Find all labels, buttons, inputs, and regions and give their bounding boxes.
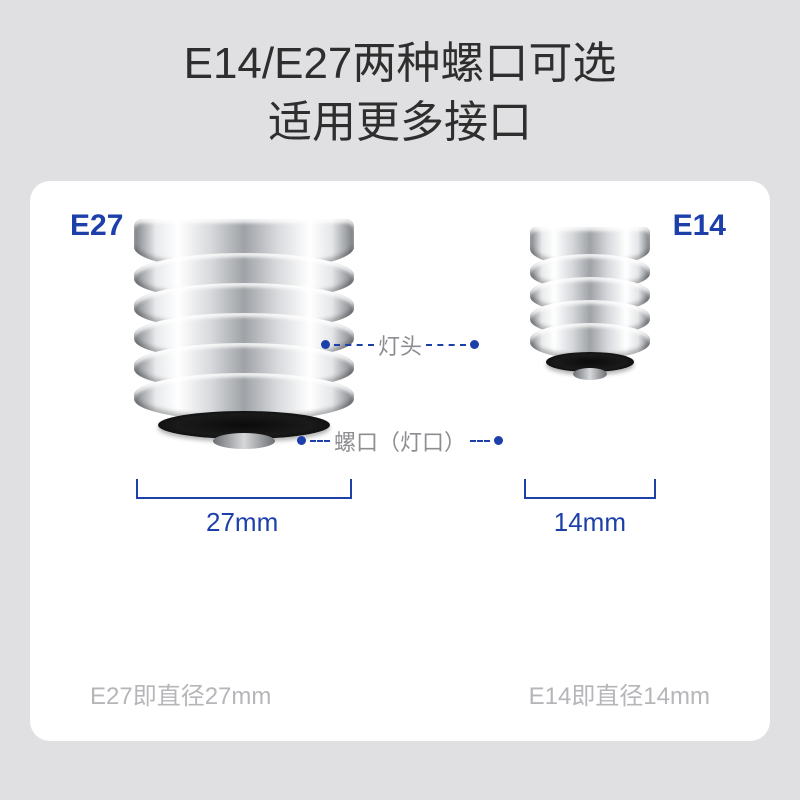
label-e27: E27 <box>70 209 123 243</box>
diagram-stage: 灯头 螺口（灯口） 27mm 14mm <box>64 251 736 531</box>
title-line-1: E14/E27两种螺口可选 <box>0 34 800 93</box>
page-title: E14/E27两种螺口可选 适用更多接口 <box>0 0 800 181</box>
e14-contact <box>573 368 607 380</box>
screw-e14 <box>530 251 650 380</box>
note-e14: E14即直径14mm <box>529 676 710 711</box>
pointer-lamp-head: 灯头 <box>321 329 479 361</box>
label-e14: E14 <box>673 209 726 243</box>
pointer-bottom-text: 螺口（灯口） <box>334 425 466 457</box>
dimension-label-e27: 27mm <box>206 507 278 538</box>
dimension-label-e14: 14mm <box>554 507 626 538</box>
e27-contact <box>213 433 275 449</box>
note-e27: E27即直径27mm <box>90 676 271 711</box>
dimension-bracket-e14 <box>524 479 656 499</box>
title-line-2: 适用更多接口 <box>0 93 800 152</box>
footnotes-row: E27即直径27mm E14即直径14mm <box>64 676 736 711</box>
pointer-top-text: 灯头 <box>378 329 422 361</box>
pointer-screw-base: 螺口（灯口） <box>297 425 503 457</box>
dimension-bracket-e27 <box>136 479 352 499</box>
comparison-card: E27 E14 灯头 螺口（灯口） <box>30 181 770 741</box>
